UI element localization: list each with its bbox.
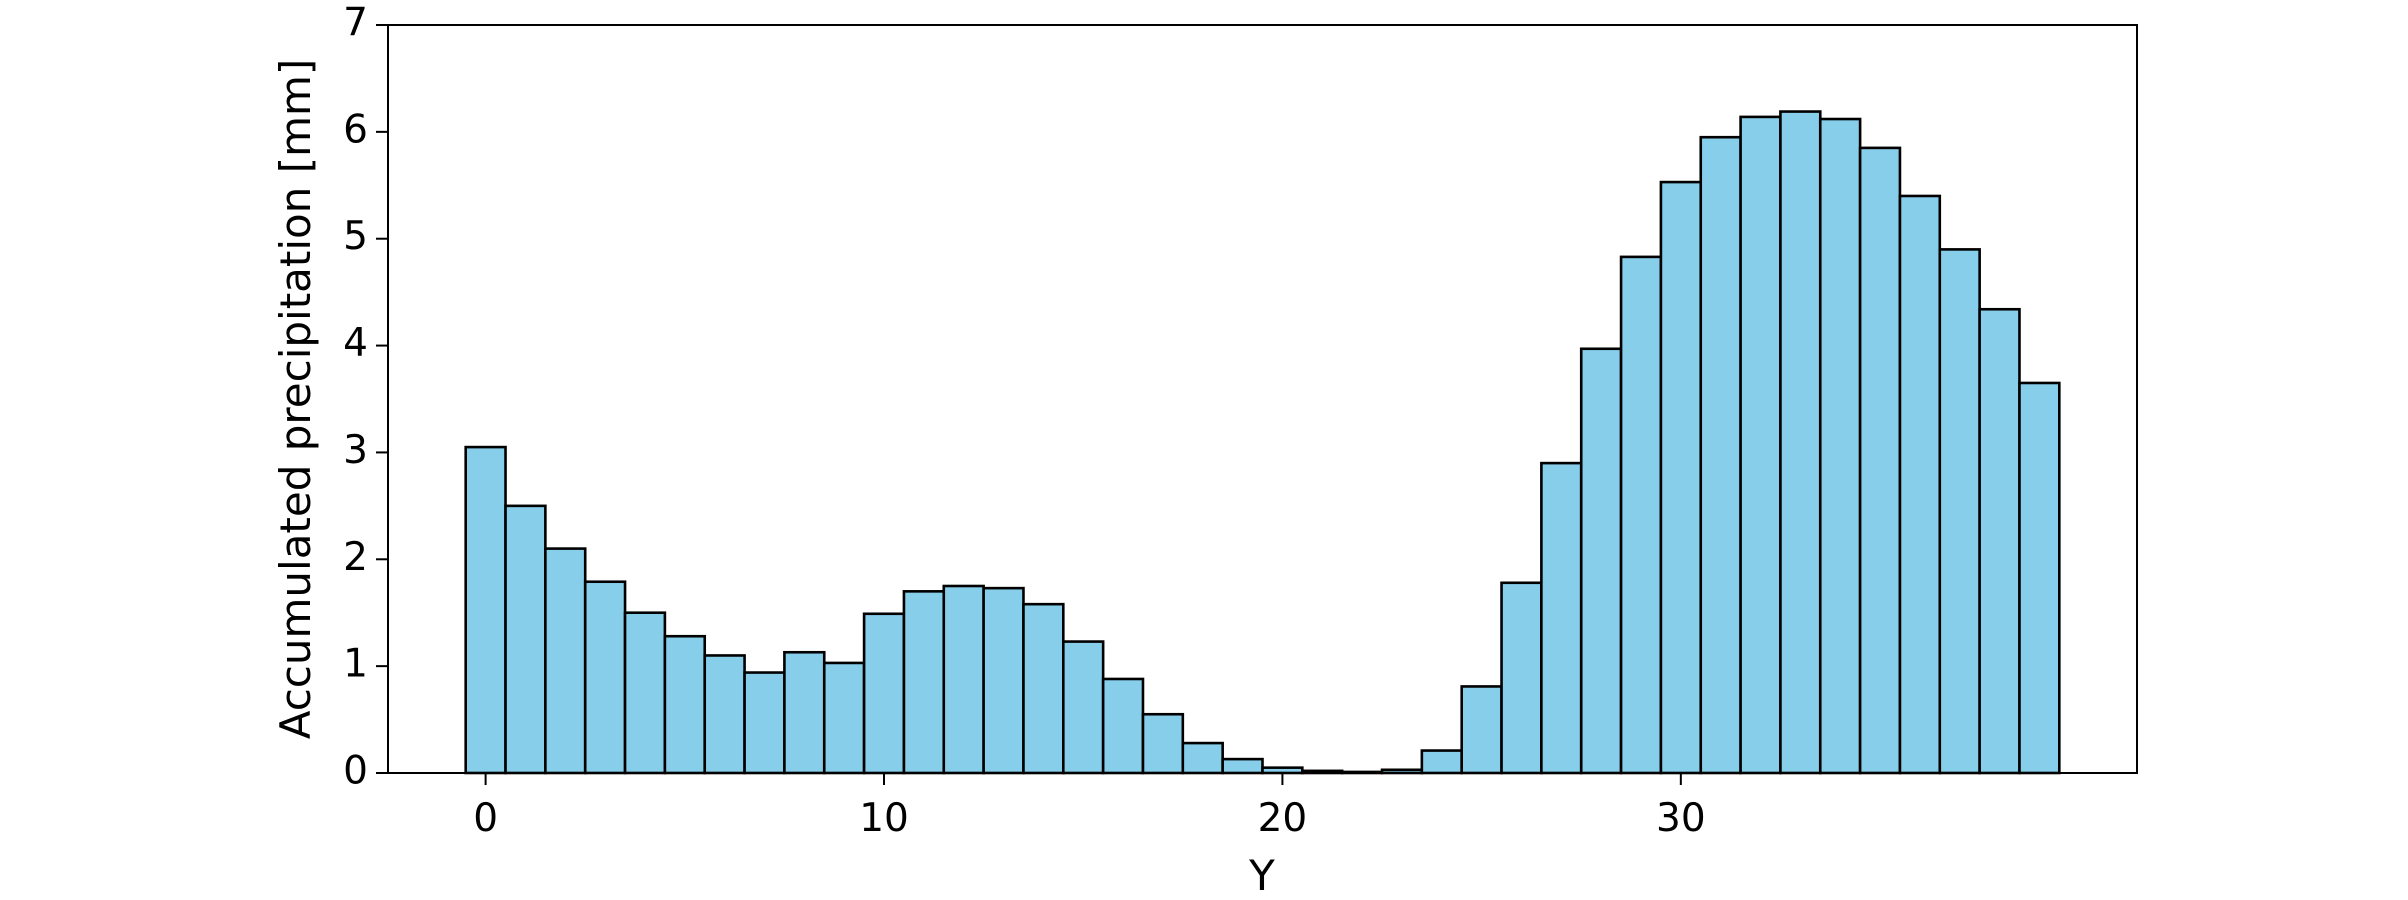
bar-y-0: [464, 445, 507, 775]
bar-y-38: [1978, 307, 2021, 775]
bar-y-11: [902, 590, 946, 775]
y-axis-label: Accumulated precipitation [mm]: [271, 59, 320, 740]
bar-y-39: [2018, 381, 2061, 775]
bar-y-25: [1460, 685, 1503, 775]
y-tick-label: 7: [343, 1, 368, 46]
bar-y-30: [1659, 180, 1703, 775]
bar-y-27: [1540, 461, 1583, 775]
bar-y-26: [1500, 581, 1543, 775]
bar-y-29: [1619, 255, 1663, 775]
plot-frame: [387, 24, 2138, 774]
y-tick-label: 2: [343, 535, 368, 580]
x-tick-label: 30: [1656, 796, 1706, 841]
bar-y-19: [1221, 757, 1264, 775]
x-tick-label: 0: [473, 796, 498, 841]
bar-y-31: [1699, 135, 1742, 775]
bar-y-12: [942, 584, 985, 775]
y-tick-label: 4: [343, 321, 368, 366]
bar-y-4: [623, 611, 667, 775]
bar-y-3: [583, 580, 627, 775]
y-tick-label: 6: [343, 107, 368, 152]
x-tick-label: 10: [859, 796, 909, 841]
bars-layer: [464, 110, 2061, 775]
y-tick-label: 1: [343, 642, 368, 687]
bar-y-14: [1022, 602, 1065, 775]
bar-y-33: [1779, 110, 1822, 775]
bar-y-18: [1181, 741, 1224, 775]
bar-y-10: [862, 612, 906, 775]
bar-y-1: [504, 504, 547, 775]
bar-y-32: [1739, 115, 1782, 775]
bar-y-5: [663, 634, 707, 775]
bar-y-28: [1579, 347, 1623, 775]
bar-y-16: [1101, 677, 1145, 775]
bar-y-37: [1938, 248, 1981, 775]
bar-y-7: [743, 671, 786, 775]
bar-y-35: [1858, 146, 1902, 775]
y-tick-label: 3: [343, 428, 368, 473]
bar-y-2: [544, 547, 587, 775]
bar-y-17: [1141, 712, 1185, 775]
y-tick-label: 0: [343, 749, 368, 794]
bar-y-6: [703, 654, 746, 775]
bar-y-13: [982, 586, 1025, 775]
bar-y-24: [1420, 749, 1463, 775]
y-tick-label: 5: [343, 214, 368, 259]
y-axis: 0 1 2 3 4 5 6 7: [343, 1, 388, 794]
bar-y-36: [1898, 194, 1942, 775]
bar-y-8: [783, 650, 826, 775]
bar-y-9: [822, 661, 866, 775]
x-axis: 0 10 20 30: [473, 773, 1706, 841]
x-tick-label: 20: [1258, 796, 1308, 841]
bar-y-15: [1062, 640, 1105, 775]
x-axis-label: Y: [1248, 851, 1275, 900]
bar-y-34: [1818, 117, 1862, 775]
